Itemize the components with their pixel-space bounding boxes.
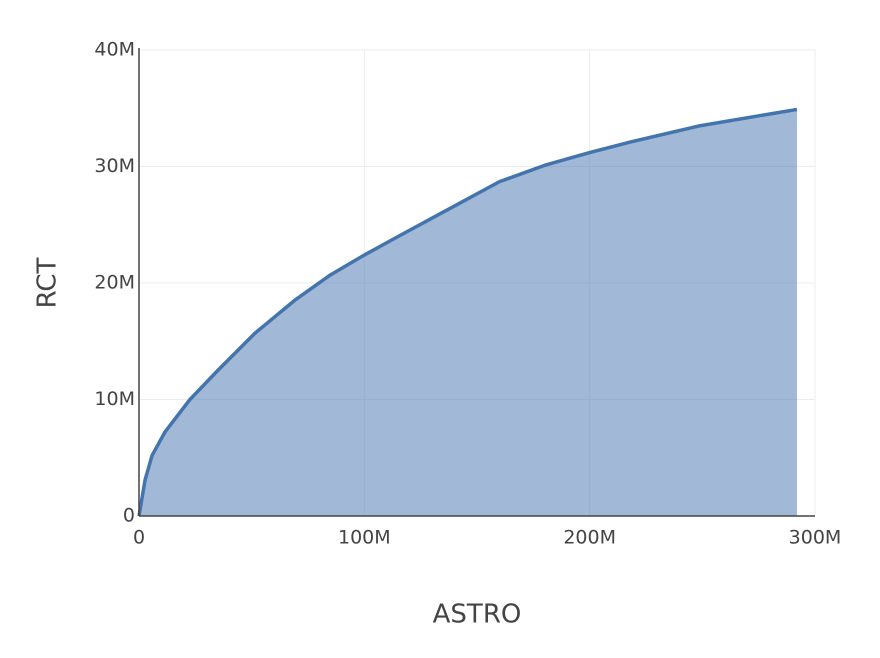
x-tick-label: 200M (563, 527, 616, 549)
y-tick-label: 20M (94, 272, 135, 294)
y-tick-label: 30M (94, 155, 135, 177)
x-tick-label: 0 (133, 527, 145, 549)
y-tick-label: 0 (123, 505, 135, 527)
y-axis-title: RCT (33, 257, 63, 308)
x-tick-label: 300M (789, 527, 842, 549)
y-tick-label: 40M (94, 39, 135, 61)
y-tick-label: 10M (94, 388, 135, 410)
area-fill (139, 109, 797, 516)
x-axis-title: ASTRO (433, 600, 522, 630)
x-tick-label: 100M (338, 527, 391, 549)
area-line (137, 107, 798, 517)
